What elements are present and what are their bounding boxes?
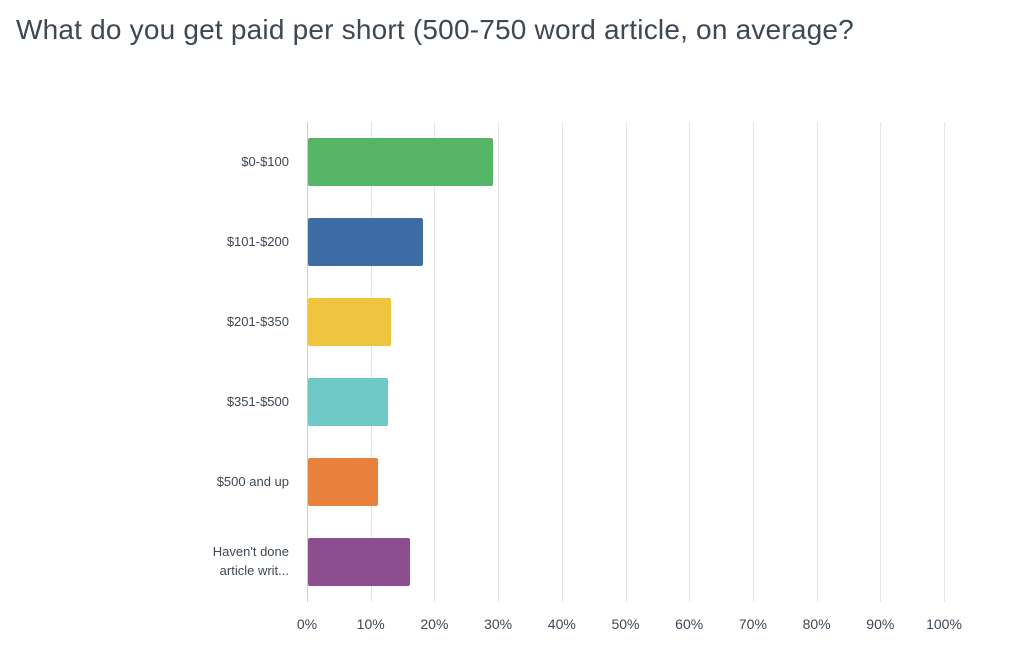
axis-line	[307, 122, 308, 602]
tick-label: 60%	[675, 616, 704, 632]
bar	[308, 458, 379, 506]
tick-label: 80%	[802, 616, 831, 632]
tick-label: 100%	[926, 616, 962, 632]
gridline	[434, 122, 436, 602]
gridline	[498, 122, 500, 602]
x-axis-ticks: 0% 10% 20% 30% 40% 50% 60% 70% 80% 90% 100%	[297, 616, 962, 638]
bar	[308, 538, 410, 586]
category-label: $101-$200	[226, 233, 289, 249]
tick-label: 0%	[296, 616, 318, 632]
gridline	[816, 122, 818, 602]
bar	[308, 378, 388, 426]
category-label: $500 and up	[216, 473, 289, 489]
gridline	[880, 122, 882, 602]
chart-title: What do you get paid per short (500-750 …	[16, 14, 854, 45]
tick-label: 40%	[547, 616, 576, 632]
tick-label: 90%	[866, 616, 895, 632]
category-label: Haven't done article writ...	[212, 544, 289, 578]
tick-label: 10%	[356, 616, 385, 632]
gridline	[561, 122, 563, 602]
tick-label: 70%	[738, 616, 767, 632]
category-label: $0-$100	[241, 153, 289, 169]
gridline	[752, 122, 754, 602]
bar	[308, 218, 423, 266]
category-axis: $0-$100 $101-$200 $201-$350 $351-$500 $500 a…	[0, 122, 297, 602]
gridline	[625, 122, 627, 602]
category-label: $351-$500	[226, 393, 289, 409]
tick-label: 30%	[484, 616, 513, 632]
tick-label: 50%	[611, 616, 640, 632]
bar	[308, 298, 391, 346]
gridline	[370, 122, 372, 602]
gridline	[944, 122, 945, 602]
bar	[308, 138, 493, 186]
tick-label: 20%	[420, 616, 449, 632]
category-label: $201-$350	[226, 313, 289, 329]
gridline	[689, 122, 691, 602]
plot-area	[307, 122, 945, 602]
